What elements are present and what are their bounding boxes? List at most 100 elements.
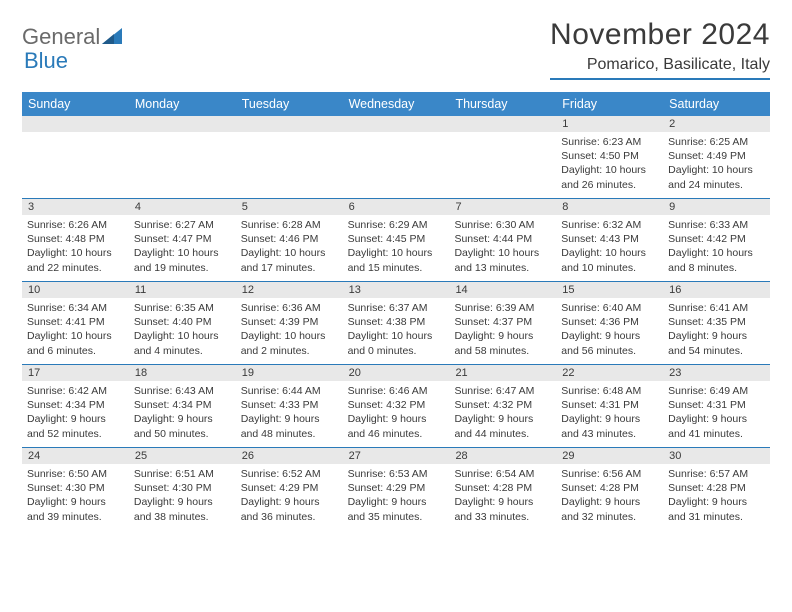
daylight-text: Daylight: 10 hours and 19 minutes. — [134, 246, 231, 274]
calendar-cell: 30Sunrise: 6:57 AMSunset: 4:28 PMDayligh… — [663, 448, 770, 530]
daylight-text: Daylight: 9 hours and 56 minutes. — [561, 329, 658, 357]
sunset-text: Sunset: 4:28 PM — [454, 481, 551, 495]
day-number: 5 — [236, 199, 343, 215]
calendar-row: 24Sunrise: 6:50 AMSunset: 4:30 PMDayligh… — [22, 447, 770, 530]
sunrise-text: Sunrise: 6:40 AM — [561, 301, 658, 315]
calendar-cell — [129, 116, 236, 198]
calendar-cell — [22, 116, 129, 198]
daylight-text: Daylight: 10 hours and 24 minutes. — [668, 163, 765, 191]
day-number: 4 — [129, 199, 236, 215]
sunset-text: Sunset: 4:37 PM — [454, 315, 551, 329]
calendar-cell: 24Sunrise: 6:50 AMSunset: 4:30 PMDayligh… — [22, 448, 129, 530]
title-block: November 2024 Pomarico, Basilicate, Ital… — [550, 18, 770, 80]
sunrise-text: Sunrise: 6:42 AM — [27, 384, 124, 398]
day-number: 20 — [343, 365, 450, 381]
calendar-cell: 21Sunrise: 6:47 AMSunset: 4:32 PMDayligh… — [449, 365, 556, 447]
daylight-text: Daylight: 10 hours and 6 minutes. — [27, 329, 124, 357]
calendar-cell — [236, 116, 343, 198]
sunrise-text: Sunrise: 6:28 AM — [241, 218, 338, 232]
calendar-cell: 25Sunrise: 6:51 AMSunset: 4:30 PMDayligh… — [129, 448, 236, 530]
day-number: 28 — [449, 448, 556, 464]
day-number: 18 — [129, 365, 236, 381]
day-info: Sunrise: 6:40 AMSunset: 4:36 PMDaylight:… — [556, 298, 663, 362]
day-number: 7 — [449, 199, 556, 215]
calendar-cell: 23Sunrise: 6:49 AMSunset: 4:31 PMDayligh… — [663, 365, 770, 447]
calendar-cell: 20Sunrise: 6:46 AMSunset: 4:32 PMDayligh… — [343, 365, 450, 447]
daylight-text: Daylight: 10 hours and 26 minutes. — [561, 163, 658, 191]
sunset-text: Sunset: 4:38 PM — [348, 315, 445, 329]
sunset-text: Sunset: 4:45 PM — [348, 232, 445, 246]
sunset-text: Sunset: 4:50 PM — [561, 149, 658, 163]
day-header: Saturday — [663, 92, 770, 116]
calendar-cell: 13Sunrise: 6:37 AMSunset: 4:38 PMDayligh… — [343, 282, 450, 364]
day-number: 30 — [663, 448, 770, 464]
calendar-cell: 10Sunrise: 6:34 AMSunset: 4:41 PMDayligh… — [22, 282, 129, 364]
day-number: 19 — [236, 365, 343, 381]
sunset-text: Sunset: 4:47 PM — [134, 232, 231, 246]
calendar-row: 3Sunrise: 6:26 AMSunset: 4:48 PMDaylight… — [22, 198, 770, 281]
sunset-text: Sunset: 4:49 PM — [668, 149, 765, 163]
sunrise-text: Sunrise: 6:52 AM — [241, 467, 338, 481]
calendar-cell: 4 Sunrise: 6:27 AMSunset: 4:47 PMDaylight… — [129, 199, 236, 281]
sunrise-text: Sunrise: 6:53 AM — [348, 467, 445, 481]
day-number: 14 — [449, 282, 556, 298]
day-number: 8 — [556, 199, 663, 215]
day-number: 11 — [129, 282, 236, 298]
calendar-cell: 2Sunrise: 6:25 AMSunset: 4:49 PMDaylight… — [663, 116, 770, 198]
sunset-text: Sunset: 4:39 PM — [241, 315, 338, 329]
sunrise-text: Sunrise: 6:27 AM — [134, 218, 231, 232]
calendar-cell: 12Sunrise: 6:36 AMSunset: 4:39 PMDayligh… — [236, 282, 343, 364]
day-number: 6 — [343, 199, 450, 215]
calendar-cell: 1Sunrise: 6:23 AMSunset: 4:50 PMDaylight… — [556, 116, 663, 198]
sunset-text: Sunset: 4:32 PM — [348, 398, 445, 412]
sunset-text: Sunset: 4:33 PM — [241, 398, 338, 412]
day-header: Wednesday — [343, 92, 450, 116]
daylight-text: Daylight: 9 hours and 48 minutes. — [241, 412, 338, 440]
day-info: Sunrise: 6:39 AMSunset: 4:37 PMDaylight:… — [449, 298, 556, 362]
day-info: Sunrise: 6:33 AMSunset: 4:42 PMDaylight:… — [663, 215, 770, 279]
sunset-text: Sunset: 4:28 PM — [561, 481, 658, 495]
sunset-text: Sunset: 4:46 PM — [241, 232, 338, 246]
day-info: Sunrise: 6:36 AMSunset: 4:39 PMDaylight:… — [236, 298, 343, 362]
calendar-header-row: Sunday Monday Tuesday Wednesday Thursday… — [22, 92, 770, 116]
sunrise-text: Sunrise: 6:54 AM — [454, 467, 551, 481]
day-number: 15 — [556, 282, 663, 298]
day-info: Sunrise: 6:32 AMSunset: 4:43 PMDaylight:… — [556, 215, 663, 279]
day-info: Sunrise: 6:49 AMSunset: 4:31 PMDaylight:… — [663, 381, 770, 445]
day-number — [22, 116, 129, 132]
daylight-text: Daylight: 9 hours and 36 minutes. — [241, 495, 338, 523]
sunrise-text: Sunrise: 6:51 AM — [134, 467, 231, 481]
day-number: 25 — [129, 448, 236, 464]
sunset-text: Sunset: 4:34 PM — [27, 398, 124, 412]
day-number — [236, 116, 343, 132]
calendar-row: 17Sunrise: 6:42 AMSunset: 4:34 PMDayligh… — [22, 364, 770, 447]
daylight-text: Daylight: 9 hours and 50 minutes. — [134, 412, 231, 440]
day-number: 10 — [22, 282, 129, 298]
sunset-text: Sunset: 4:30 PM — [134, 481, 231, 495]
calendar-cell: 27Sunrise: 6:53 AMSunset: 4:29 PMDayligh… — [343, 448, 450, 530]
sunset-text: Sunset: 4:42 PM — [668, 232, 765, 246]
sunrise-text: Sunrise: 6:29 AM — [348, 218, 445, 232]
day-number: 17 — [22, 365, 129, 381]
day-info: Sunrise: 6:57 AMSunset: 4:28 PMDaylight:… — [663, 464, 770, 528]
sunset-text: Sunset: 4:41 PM — [27, 315, 124, 329]
daylight-text: Daylight: 9 hours and 46 minutes. — [348, 412, 445, 440]
calendar-cell: 22Sunrise: 6:48 AMSunset: 4:31 PMDayligh… — [556, 365, 663, 447]
sunrise-text: Sunrise: 6:35 AM — [134, 301, 231, 315]
daylight-text: Daylight: 9 hours and 52 minutes. — [27, 412, 124, 440]
day-info: Sunrise: 6:44 AMSunset: 4:33 PMDaylight:… — [236, 381, 343, 445]
day-number: 13 — [343, 282, 450, 298]
sunrise-text: Sunrise: 6:30 AM — [454, 218, 551, 232]
daylight-text: Daylight: 9 hours and 32 minutes. — [561, 495, 658, 523]
day-header: Tuesday — [236, 92, 343, 116]
daylight-text: Daylight: 9 hours and 54 minutes. — [668, 329, 765, 357]
sunrise-text: Sunrise: 6:43 AM — [134, 384, 231, 398]
logo-line2: Blue — [24, 42, 68, 74]
calendar-cell: 18Sunrise: 6:43 AMSunset: 4:34 PMDayligh… — [129, 365, 236, 447]
day-number: 1 — [556, 116, 663, 132]
day-number — [343, 116, 450, 132]
daylight-text: Daylight: 10 hours and 8 minutes. — [668, 246, 765, 274]
daylight-text: Daylight: 9 hours and 31 minutes. — [668, 495, 765, 523]
day-number: 9 — [663, 199, 770, 215]
sunset-text: Sunset: 4:31 PM — [668, 398, 765, 412]
